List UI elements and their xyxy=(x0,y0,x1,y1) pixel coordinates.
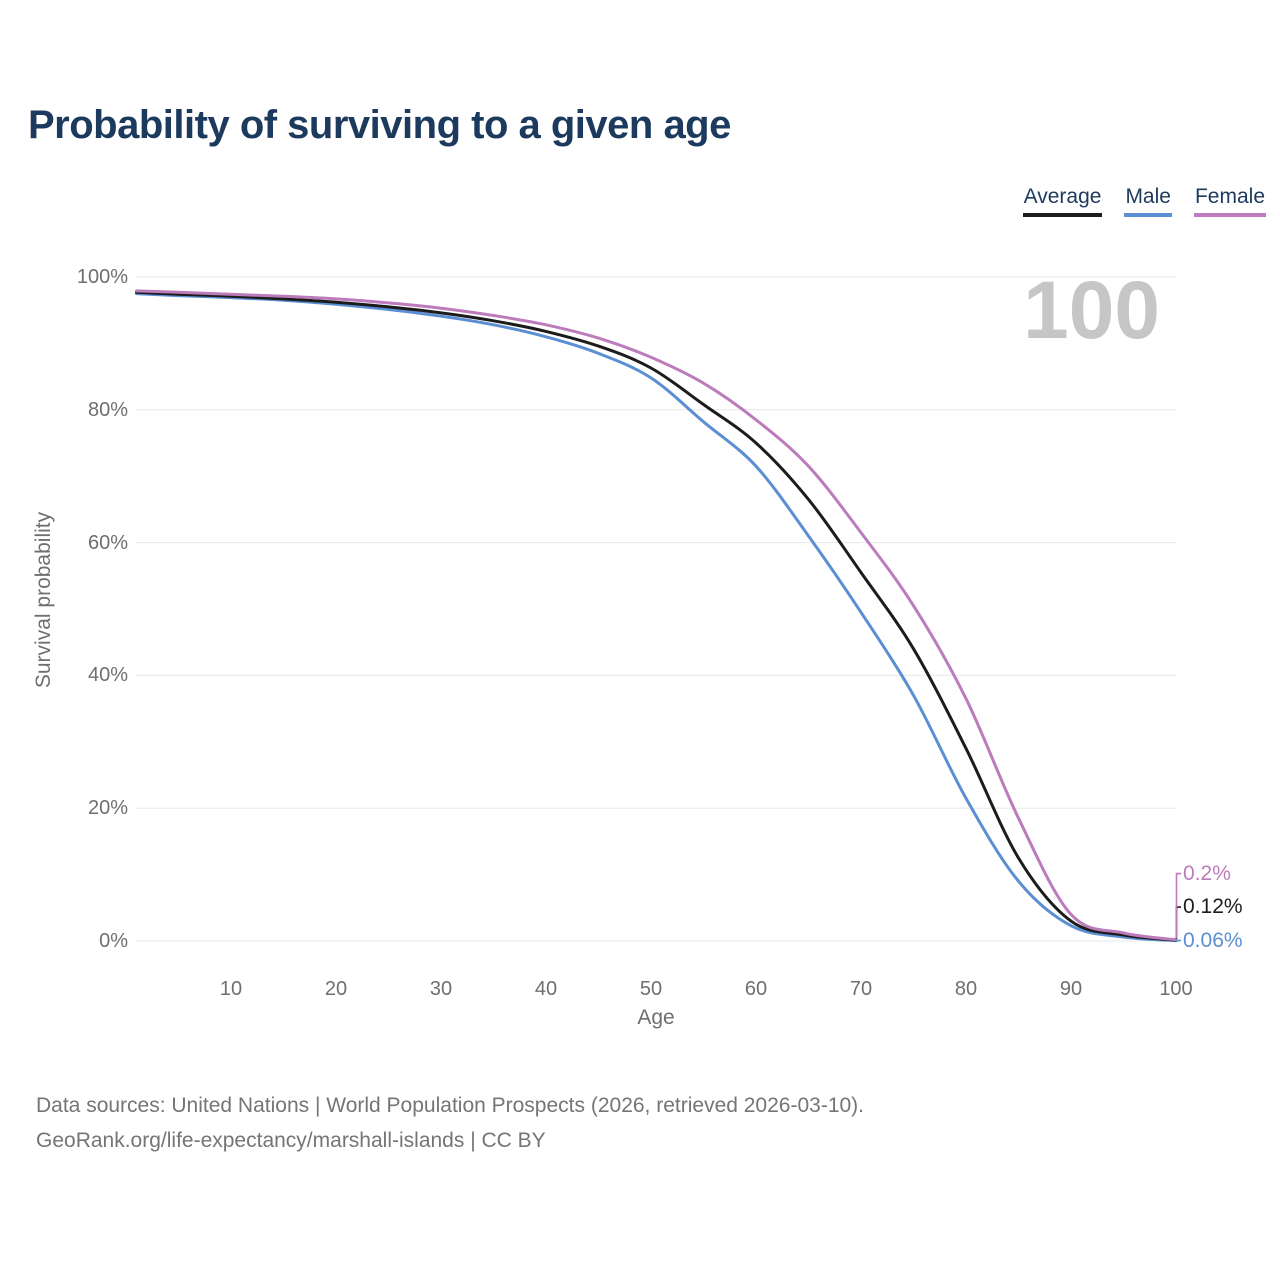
x-tick-label-100: 100 xyxy=(1159,978,1193,1000)
series-lines xyxy=(135,289,1178,943)
x-tick-label-40: 40 xyxy=(534,978,558,1000)
legend-item-male[interactable]: Male xyxy=(1124,184,1172,217)
y-tick-label-100: 100% xyxy=(76,266,128,288)
y-tick-label-0: 0% xyxy=(99,930,128,952)
source-line-2: GeoRank.org/life-expectancy/marshall-isl… xyxy=(36,1129,546,1152)
male-line xyxy=(135,292,1178,943)
gridlines xyxy=(136,276,1176,942)
x-tick-label-20: 20 xyxy=(324,978,348,1000)
legend-item-female[interactable]: Female xyxy=(1193,184,1266,217)
end-label-male: 0.06% xyxy=(1183,928,1243,952)
legend-item-average[interactable]: Average xyxy=(1022,184,1103,217)
x-tick-label-60: 60 xyxy=(744,978,768,1000)
y-tick-label-80: 80% xyxy=(87,398,128,421)
watermark-age-100: 100 xyxy=(1023,265,1160,356)
female-leader-line xyxy=(1175,872,1181,939)
y-tick-label-40: 40% xyxy=(87,664,128,687)
x-axis-title: Age xyxy=(637,1006,675,1029)
end-label-average: 0.12% xyxy=(1183,895,1243,919)
chart-title: Probability of surviving to a given age xyxy=(28,103,731,147)
source-attribution: Data sources: United Nations | World Pop… xyxy=(36,1088,864,1158)
x-tick-label-10: 10 xyxy=(219,978,243,1000)
y-tick-label-20: 20% xyxy=(87,797,128,820)
end-label-leader-lines xyxy=(1175,872,1181,942)
male-leader-line xyxy=(1175,939,1181,942)
average-line xyxy=(135,290,1178,942)
legend: Average Male Female xyxy=(1022,184,1266,217)
y-tick-label-60: 60% xyxy=(87,531,128,554)
source-line-1: Data sources: United Nations | World Pop… xyxy=(36,1094,865,1117)
x-tick-label-30: 30 xyxy=(429,978,453,1000)
x-tick-label-90: 90 xyxy=(1059,978,1083,1000)
x-tick-label-50: 50 xyxy=(639,978,663,1000)
female-line xyxy=(135,289,1178,942)
x-tick-label-70: 70 xyxy=(849,978,873,1000)
x-tick-label-80: 80 xyxy=(954,978,978,1000)
end-label-female: 0.2% xyxy=(1183,861,1231,885)
